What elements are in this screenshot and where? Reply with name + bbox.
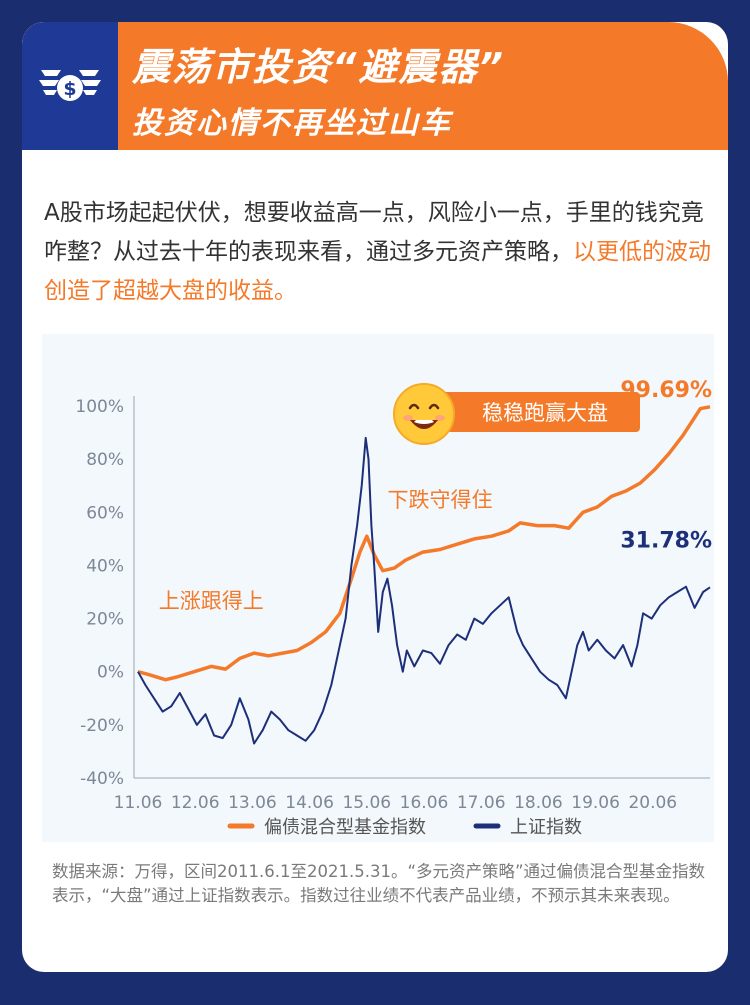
svg-text:$: $	[63, 78, 76, 100]
footnote: 数据来源：万得，区间2011.6.1至2021.5.31。“多元资产策略”通过偏…	[52, 862, 706, 905]
x-tick-label: 15.06	[342, 793, 391, 813]
x-tick-label: 17.06	[457, 793, 506, 813]
series-line-1	[137, 436, 711, 745]
y-tick-label: 60%	[86, 503, 124, 523]
y-tick-label: -40%	[80, 769, 124, 789]
page-title: 震荡市投资“避震器”	[132, 45, 505, 89]
x-tick-label: 16.06	[400, 793, 449, 813]
legend-label-0: 偏债混合型基金指数	[264, 817, 426, 838]
x-tick-label: 20.06	[628, 793, 677, 813]
callout-down: 下跌守得住	[388, 488, 493, 512]
y-tick-label: 80%	[86, 450, 124, 470]
flying-money-icon: $	[39, 70, 101, 101]
y-tick-label: 0%	[97, 663, 124, 683]
smiley-face-icon	[393, 383, 455, 445]
x-tick-label: 11.06	[114, 793, 163, 813]
y-tick-label: 20%	[86, 610, 124, 630]
legend: 偏债混合型基金指数 上证指数	[227, 817, 582, 838]
legend-label-1: 上证指数	[510, 817, 582, 838]
intro-highlight: 以更低的波动创造了超越大盘的收益。	[44, 239, 711, 304]
y-tick-label: 100%	[75, 397, 124, 417]
content-card: $ 震荡市投资“避震器” 投资心情不再坐过山车 A股市场起起伏伏，想要收益高一点…	[22, 22, 728, 972]
x-tick-label: 12.06	[171, 793, 220, 813]
callout-up: 上涨跟得上	[159, 589, 264, 613]
end-value-label-index: 31.78%	[620, 528, 712, 553]
header-banner: $ 震荡市投资“避震器” 投资心情不再坐过山车	[22, 22, 728, 150]
line-chart: 100% 80% 60% 40% 20% 0% -20% -40% 11.06 12.06 13.…	[75, 378, 712, 838]
x-tick-label: 18.06	[514, 793, 563, 813]
y-tick-label: 40%	[86, 556, 124, 576]
x-tick-label: 14.06	[285, 793, 334, 813]
x-tick-label: 13.06	[228, 793, 277, 813]
series-lines	[137, 405, 711, 745]
intro-text: A股市场起起伏伏，想要收益高一点，风险小一点，手里的钱究竟咋整？从过去十年的表现…	[44, 200, 704, 265]
badge-background	[414, 392, 640, 432]
page-subtitle: 投资心情不再坐过山车	[132, 106, 452, 141]
intro-paragraph: A股市场起起伏伏，想要收益高一点，风险小一点，手里的钱究竟咋整？从过去十年的表现…	[44, 194, 712, 311]
x-tick-label: 19.06	[571, 793, 620, 813]
y-tick-label: -20%	[80, 716, 124, 736]
chart-panel: 100% 80% 60% 40% 20% 0% -20% -40% 11.06 12.06 13.…	[42, 334, 714, 842]
logo-box: $	[22, 22, 118, 150]
badge-label: 稳稳跑赢大盘	[482, 401, 608, 425]
y-axis: 100% 80% 60% 40% 20% 0% -20% -40%	[75, 396, 135, 789]
x-axis: 11.06 12.06 13.06 14.06 15.06 16.06 17.06 18.06…	[114, 777, 710, 813]
